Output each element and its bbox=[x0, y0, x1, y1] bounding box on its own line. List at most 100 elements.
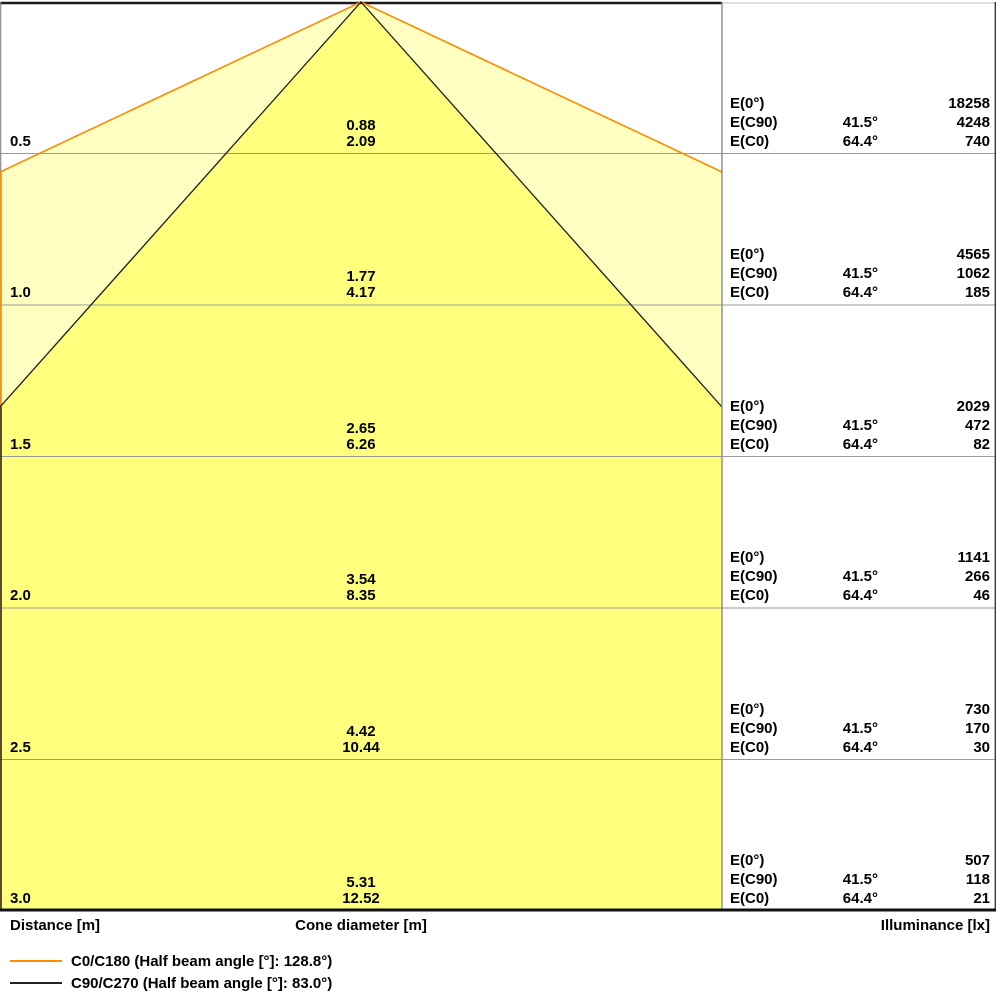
illuminance-e0-label: E(0°) bbox=[730, 700, 765, 718]
illuminance-e0-label: E(0°) bbox=[730, 397, 765, 415]
illuminance-ec0-angle: 64.4° bbox=[842, 284, 878, 301]
illuminance-e0-label: E(0°) bbox=[730, 94, 765, 112]
illuminance-ec90-label: E(C90) bbox=[730, 113, 778, 131]
illuminance-e0-angle bbox=[820, 94, 878, 113]
illuminance-ec90-angle: 41.5° bbox=[842, 113, 878, 131]
illuminance-e0-value: 2029 bbox=[956, 397, 990, 415]
illuminance-e0-line: E(0°) 2029 bbox=[722, 397, 996, 416]
cone-diameter-c0: 6.26 bbox=[346, 435, 376, 453]
illuminance-ec0-line: E(C0) 64.4° 30 bbox=[722, 738, 996, 757]
illuminance-ec0-value: 185 bbox=[964, 284, 990, 301]
illuminance-ec0-value: 82 bbox=[973, 435, 990, 453]
cone-diameter-c90: 2.65 bbox=[346, 419, 376, 437]
illuminance-ec90-value: 1062 bbox=[956, 265, 990, 282]
illuminance-e0-label: E(0°) bbox=[730, 852, 765, 869]
cone-diameter-c90: 5.31 bbox=[346, 874, 376, 891]
illuminance-ec90-angle: 41.5° bbox=[842, 719, 878, 737]
illuminance-ec90-value: 118 bbox=[965, 871, 990, 888]
illuminance-e0-line: E(0°) 4565 bbox=[722, 245, 996, 264]
illuminance-row: E(0°) 4565 E(C90) 41.5° 1062 E(C0) 64.4° 185 bbox=[722, 245, 996, 302]
illuminance-ec0-angle: 64.4° bbox=[842, 890, 878, 907]
illuminance-ec0-value: 46 bbox=[973, 587, 990, 604]
cone-diameter-c0: 4.17 bbox=[346, 284, 376, 301]
illuminance-row: E(0°) 2029 E(C90) 41.5° 472 E(C0) 64.4° 82 bbox=[722, 397, 996, 454]
illuminance-ec90-value: 170 bbox=[964, 719, 990, 737]
illuminance-ec0-label: E(C0) bbox=[730, 132, 770, 150]
illuminance-ec90-line: E(C90) 41.5° 170 bbox=[722, 719, 996, 738]
legend-label-c0-c180: C0/C180 (Half beam angle [°]: 128.8°) bbox=[71, 953, 333, 970]
cone-diameter-c0: 2.09 bbox=[346, 132, 376, 150]
legend-label-c90-c270: C90/C270 (Half beam angle [°]: 83.0°) bbox=[71, 975, 333, 992]
illuminance-e0-angle bbox=[820, 700, 878, 719]
cone-diameter-c90: 4.42 bbox=[346, 722, 376, 740]
illuminance-ec90-label: E(C90) bbox=[730, 416, 778, 434]
illuminance-ec90-label: E(C90) bbox=[730, 871, 778, 888]
illuminance-e0-angle bbox=[820, 397, 878, 416]
cone-diameter-c90: 3.54 bbox=[346, 571, 376, 588]
cone-diameter-values: 5.31 12.52 bbox=[261, 875, 461, 907]
illuminance-ec90-angle: 41.5° bbox=[842, 416, 878, 434]
cone-diameter-values: 4.42 10.44 bbox=[261, 722, 461, 756]
illuminance-axis-label: Illuminance [lx] bbox=[880, 917, 990, 934]
illuminance-ec0-value: 21 bbox=[973, 890, 990, 907]
illuminance-e0-value: 1141 bbox=[957, 549, 990, 566]
illuminance-ec0-angle: 64.4° bbox=[842, 738, 878, 756]
illuminance-ec0-label: E(C0) bbox=[730, 435, 770, 453]
illuminance-e0-line: E(0°) 507 bbox=[722, 851, 996, 870]
distance-label: 2.5 bbox=[10, 738, 31, 756]
illuminance-e0-line: E(0°) 730 bbox=[722, 700, 996, 719]
illuminance-e0-angle bbox=[820, 851, 878, 870]
cone-diameter-c0: 12.52 bbox=[342, 890, 380, 907]
cone-diameter-c90: 1.77 bbox=[346, 268, 376, 285]
illuminance-ec0-label: E(C0) bbox=[730, 587, 770, 604]
cone-diameter-values: 3.54 8.35 bbox=[261, 572, 461, 604]
illuminance-e0-value: 730 bbox=[964, 700, 990, 718]
illuminance-ec90-label: E(C90) bbox=[730, 265, 778, 282]
illuminance-ec90-line: E(C90) 41.5° 4248 bbox=[722, 113, 996, 132]
illuminance-ec90-angle: 41.5° bbox=[842, 568, 878, 585]
illuminance-ec90-label: E(C90) bbox=[730, 568, 778, 585]
illuminance-e0-line: E(0°) 18258 bbox=[722, 94, 996, 113]
illuminance-e0-label: E(0°) bbox=[730, 246, 765, 263]
cone-diameter-values: 0.88 2.09 bbox=[261, 116, 461, 150]
illuminance-row: E(0°) 18258 E(C90) 41.5° 4248 E(C0) 64.4° 740 bbox=[722, 94, 996, 151]
illuminance-ec0-angle: 64.4° bbox=[842, 435, 878, 453]
illuminance-ec0-value: 740 bbox=[964, 132, 990, 150]
cone-diameter-axis-label: Cone diameter [m] bbox=[295, 917, 427, 934]
illuminance-ec90-line: E(C90) 41.5° 1062 bbox=[722, 264, 996, 283]
illuminance-e0-line: E(0°) 1141 bbox=[722, 548, 996, 567]
illuminance-e0-value: 18258 bbox=[948, 94, 990, 112]
illuminance-ec90-value: 266 bbox=[964, 568, 990, 585]
distance-label: 1.0 bbox=[10, 284, 31, 301]
illuminance-e0-value: 507 bbox=[964, 852, 990, 869]
distance-gridlines bbox=[0, 153, 996, 760]
illuminance-ec0-angle: 64.4° bbox=[842, 587, 878, 604]
illuminance-ec90-line: E(C90) 41.5° 266 bbox=[722, 567, 996, 586]
illuminance-e0-angle bbox=[820, 245, 878, 264]
illuminance-row: E(0°) 1141 E(C90) 41.5° 266 E(C0) 64.4° 46 bbox=[722, 548, 996, 605]
illuminance-row: E(0°) 507 E(C90) 41.5° 118 E(C0) 64.4° 21 bbox=[722, 851, 996, 908]
illuminance-ec0-label: E(C0) bbox=[730, 738, 770, 756]
illuminance-ec0-label: E(C0) bbox=[730, 890, 770, 907]
distance-axis-label: Distance [m] bbox=[10, 917, 101, 934]
illuminance-ec0-line: E(C0) 64.4° 82 bbox=[722, 435, 996, 454]
inner-cone-outline bbox=[0, 1, 723, 909]
cone-diameter-c90: 0.88 bbox=[346, 116, 376, 134]
illuminance-ec90-label: E(C90) bbox=[730, 719, 778, 737]
distance-label: 3.0 bbox=[10, 890, 31, 907]
illuminance-ec0-line: E(C0) 64.4° 185 bbox=[722, 283, 996, 302]
illuminance-ec90-angle: 41.5° bbox=[842, 265, 878, 282]
distance-label: 0.5 bbox=[10, 132, 31, 150]
illuminance-ec90-line: E(C90) 41.5° 118 bbox=[722, 870, 996, 889]
cone-diameter-values: 2.65 6.26 bbox=[261, 419, 461, 453]
illuminance-ec0-angle: 64.4° bbox=[842, 132, 878, 150]
illuminance-ec0-label: E(C0) bbox=[730, 284, 770, 301]
illuminance-ec90-line: E(C90) 41.5° 472 bbox=[722, 416, 996, 435]
cone-diameter-c0: 8.35 bbox=[346, 587, 376, 604]
cone-diameter-c0: 10.44 bbox=[342, 738, 380, 756]
distance-label: 2.0 bbox=[10, 587, 31, 604]
illuminance-ec90-value: 472 bbox=[964, 416, 990, 434]
illuminance-ec0-value: 30 bbox=[973, 738, 990, 756]
